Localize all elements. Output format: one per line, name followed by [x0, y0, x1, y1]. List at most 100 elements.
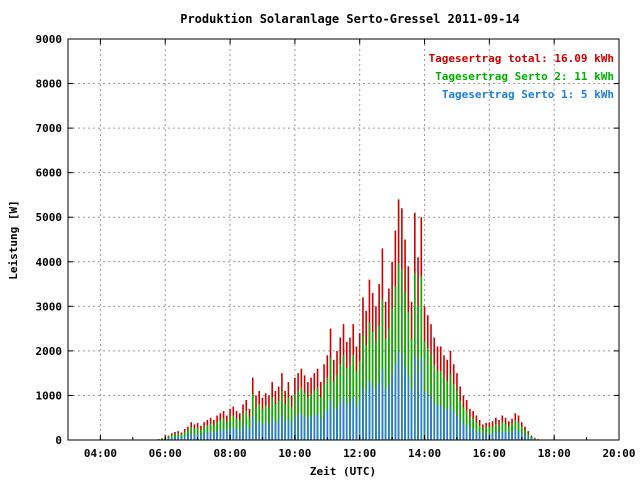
x-tick-label: 16:00	[473, 447, 506, 460]
bar-serto1	[462, 423, 465, 440]
bar-serto2	[203, 426, 205, 440]
bar-serto2	[504, 423, 507, 440]
bar-serto1	[491, 433, 494, 440]
bar-serto1	[196, 433, 199, 440]
bar-serto1	[452, 412, 455, 440]
bar-serto2	[436, 371, 439, 440]
bar-serto2	[287, 397, 290, 440]
bar-serto1	[417, 372, 419, 440]
bar-serto2	[345, 368, 348, 440]
bar-serto1	[482, 434, 484, 440]
bar-serto2	[226, 421, 228, 440]
bar-serto1	[371, 385, 374, 440]
bar-serto1	[190, 433, 192, 440]
bar-serto1	[345, 404, 348, 440]
bar-serto1	[248, 428, 251, 440]
y-tick-label: 0	[55, 434, 62, 447]
bar-serto1	[465, 425, 468, 440]
bar-serto1	[174, 437, 176, 440]
bar-serto1	[423, 390, 426, 440]
bar-serto2	[498, 425, 500, 440]
bar-serto1	[504, 431, 507, 440]
bar-serto1	[238, 430, 241, 440]
bar-serto1	[281, 415, 283, 440]
bar-serto2	[320, 397, 322, 440]
bar-serto1	[264, 422, 267, 440]
bar-serto1	[368, 381, 371, 440]
bar-serto1	[508, 433, 510, 440]
bar-serto2	[423, 341, 426, 440]
bar-serto1	[209, 431, 212, 440]
bar-serto1	[300, 413, 303, 440]
bar-serto1	[449, 407, 452, 440]
y-tick-label: 1000	[36, 389, 63, 402]
x-tick-label: 12:00	[343, 447, 376, 460]
bar-serto1	[485, 433, 487, 440]
bar-serto1	[316, 413, 319, 440]
bar-serto2	[180, 434, 183, 440]
bar-serto1	[261, 424, 264, 440]
bar-serto2	[439, 371, 442, 440]
bar-serto1	[475, 430, 478, 440]
bar-serto1	[219, 430, 222, 440]
bar-serto2	[520, 426, 523, 440]
bar-serto1	[514, 430, 517, 440]
bar-serto1	[404, 366, 406, 440]
bar-serto2	[303, 392, 306, 440]
bar-serto1	[245, 425, 248, 440]
bar-serto2	[443, 377, 445, 440]
bar-serto1	[520, 433, 523, 440]
bar-serto1	[495, 431, 497, 440]
bar-serto1	[258, 421, 261, 440]
bar-serto1	[251, 417, 254, 440]
bar-serto2	[407, 312, 410, 440]
bar-serto2	[355, 371, 358, 440]
bar-serto1	[352, 397, 355, 440]
bar-serto2	[530, 436, 533, 440]
bar-serto1	[310, 417, 312, 440]
bar-serto1	[388, 384, 390, 440]
bar-serto2	[378, 325, 380, 440]
bar-serto1	[511, 432, 513, 440]
bar-serto1	[349, 402, 351, 440]
bar-serto1	[524, 435, 526, 440]
bar-serto1	[268, 423, 270, 440]
bar-serto1	[430, 397, 432, 440]
bar-serto2	[290, 407, 293, 440]
bar-serto1	[378, 382, 380, 440]
bar-serto2	[316, 387, 319, 440]
bar-serto2	[216, 421, 218, 440]
bar-serto1	[527, 436, 530, 440]
bar-serto1	[206, 432, 209, 440]
bar-serto1	[433, 402, 436, 440]
x-tick-label: 10:00	[278, 447, 311, 460]
x-tick-label: 18:00	[538, 447, 571, 460]
bar-serto1	[326, 408, 329, 440]
bar-serto2	[404, 292, 406, 440]
y-tick-label: 2000	[36, 345, 63, 358]
bar-serto1	[313, 415, 316, 440]
bar-serto1	[394, 363, 397, 440]
legend-serto1: Tagesertrag Serto 1: 5 kWh	[442, 88, 614, 101]
y-axis-label: Leistung [W]	[7, 200, 20, 279]
bar-serto2	[475, 421, 478, 440]
bar-serto1	[358, 400, 361, 440]
bar-serto1	[501, 430, 504, 440]
bar-serto1	[355, 405, 358, 440]
bar-serto1	[530, 438, 533, 440]
bar-serto1	[414, 356, 416, 440]
bar-serto1	[271, 418, 273, 440]
x-axis-label: Zeit (UTC)	[310, 465, 376, 478]
y-tick-label: 6000	[36, 167, 63, 180]
bar-serto1	[274, 421, 277, 440]
bar-serto2	[371, 331, 374, 440]
bar-serto1	[517, 430, 520, 440]
bar-serto2	[469, 417, 471, 440]
bar-serto1	[365, 392, 367, 440]
bar-serto2	[183, 431, 186, 440]
bar-serto1	[213, 432, 215, 440]
bar-serto2	[336, 374, 338, 440]
bar-serto2	[511, 424, 513, 440]
bar-serto1	[439, 405, 442, 440]
